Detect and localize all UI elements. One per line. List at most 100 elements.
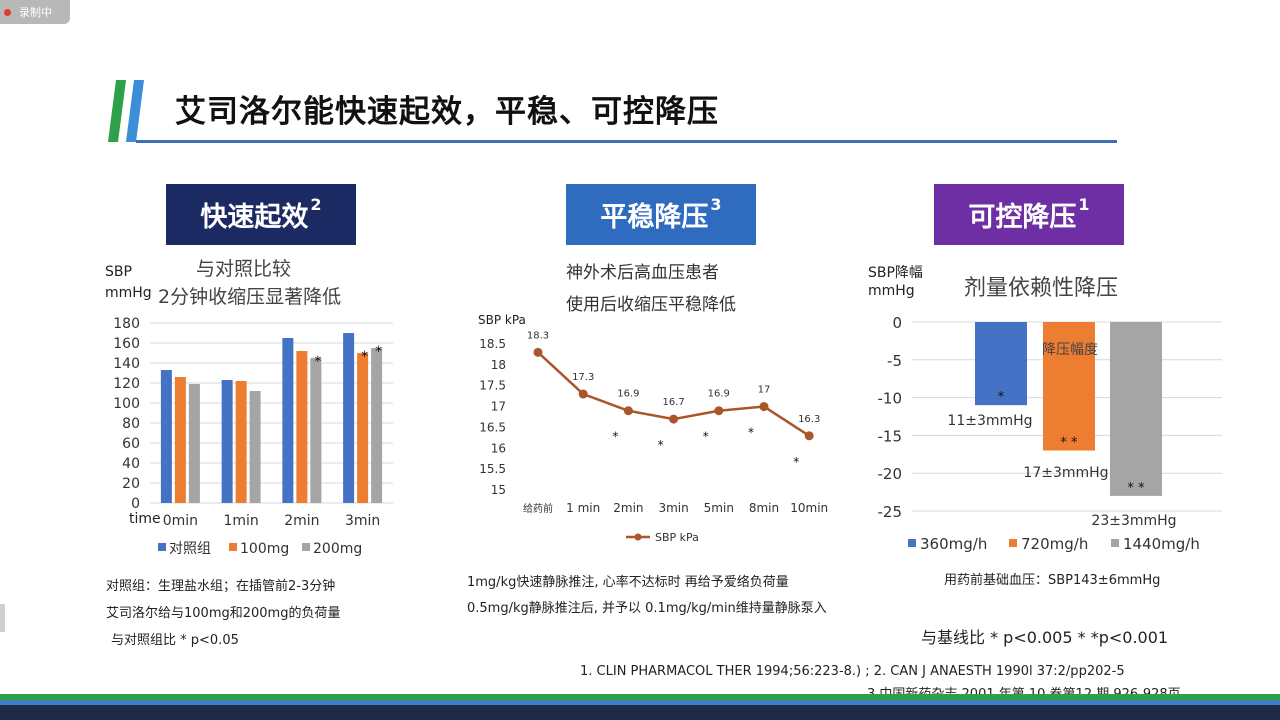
y-tick-label: -15: [878, 427, 903, 445]
y-tick-label: -20: [878, 465, 903, 483]
bar: [1043, 322, 1095, 451]
middle-ylabel: SBP kPa: [478, 313, 526, 327]
x-tick-label: 3min: [345, 513, 380, 529]
x-tick-label: 1 min: [566, 501, 600, 515]
legend-swatch: [302, 543, 310, 551]
bar: [357, 353, 369, 503]
legend-swatch: [229, 543, 237, 551]
y-tick-label: 16: [491, 441, 506, 455]
x-tick-label: 1min: [223, 513, 258, 529]
middle-note-2: 0.5mg/kg静脉推注后, 并予以 0.1mg/kg/min维持量静脉泵入: [467, 601, 827, 616]
y-tick-label: 17.5: [479, 379, 506, 393]
right-subtitle: 剂量依赖性降压: [964, 276, 1119, 301]
bar: [371, 348, 383, 503]
data-label: 16.9: [708, 389, 730, 400]
bar: [235, 381, 247, 503]
y-tick-label: 16.5: [479, 420, 506, 434]
y-tick-label: 180: [113, 316, 140, 332]
significance-marker: *: [703, 430, 709, 444]
footer-stripe-green: [0, 694, 1280, 700]
bar: [975, 322, 1027, 406]
section-ref-stable: 3: [710, 195, 722, 214]
significance-marker: *: [748, 426, 754, 440]
bar: [343, 333, 355, 503]
left-ylabel-2: mmHg: [105, 285, 152, 301]
bar: [160, 370, 172, 503]
data-point: [623, 406, 633, 416]
record-dot-icon: [4, 8, 11, 16]
y-tick-label: 160: [113, 336, 140, 352]
bar: [282, 338, 294, 503]
data-label: 17±3mmHg: [1023, 465, 1108, 481]
data-point: [578, 389, 588, 399]
section-badge-controllable: 可控降压 1: [934, 184, 1124, 245]
right-ylabel-1: SBP降幅: [868, 265, 923, 281]
y-tick-label: -5: [887, 352, 902, 370]
legend-label: 对照组: [169, 541, 211, 557]
y-tick-label: 15: [491, 483, 506, 497]
y-tick-label: 100: [113, 396, 140, 412]
section-label-controllable: 可控降压: [968, 202, 1077, 233]
y-tick-label: 120: [113, 376, 140, 392]
y-tick-label: 20: [122, 476, 140, 492]
left-note-2: 艾司洛尔给与100mg和200mg的负荷量: [106, 606, 341, 621]
x-tick-label: 3min: [658, 501, 688, 515]
significance-marker: * *: [1127, 481, 1145, 496]
y-tick-label: 15.5: [479, 462, 506, 476]
bar: [249, 391, 261, 503]
title-divider: [136, 140, 1117, 143]
recording-label: 录制中: [19, 6, 52, 19]
y-tick-label: 0: [131, 496, 140, 512]
middle-subtitle-1: 神外术后高血压患者: [566, 263, 719, 283]
bar: [221, 380, 233, 503]
legend-swatch: [1009, 539, 1017, 547]
y-tick-label: 18: [491, 358, 506, 372]
data-label: 16.7: [662, 397, 684, 408]
left-subtitle-2: 2分钟收缩压显著降低: [158, 286, 342, 308]
footer-stripe-blue: [0, 700, 1280, 705]
significance-marker: *: [375, 344, 382, 360]
side-handle[interactable]: [0, 604, 5, 632]
legend-label: SBP kPa: [655, 531, 699, 544]
data-label: 16.9: [617, 389, 639, 400]
data-point: [714, 406, 724, 416]
x-tick-label: 2min: [613, 501, 643, 515]
y-tick-label: 60: [122, 436, 140, 452]
significance-marker: * *: [1060, 436, 1078, 451]
y-tick-label: 18.5: [479, 337, 506, 351]
recording-badge: 录制中: [0, 0, 70, 24]
left-xaxis-prefix: time: [129, 511, 161, 527]
significance-note: 与基线比 * p<0.005 * *p<0.001: [921, 628, 1169, 647]
bar: [174, 377, 186, 503]
data-label: 23±3mmHg: [1091, 513, 1176, 529]
significance-marker: *: [658, 438, 664, 452]
left-ylabel-1: SBP: [105, 264, 132, 280]
y-tick-label: 40: [122, 456, 140, 472]
left-note-3: 与对照组比 * p<0.05: [111, 633, 239, 648]
left-subtitle-1: 与对照比较: [196, 258, 292, 280]
legend-marker: [634, 533, 642, 541]
significance-marker: *: [998, 390, 1005, 405]
bar: [310, 358, 322, 503]
reference-line-1: 1. CLIN PHARMACOL THER 1994;56:223-8.) ;…: [580, 664, 1125, 679]
y-tick-label: -25: [878, 503, 903, 521]
right-note: 用药前基础血压：SBP143±6mmHg: [944, 573, 1161, 588]
section-ref-controllable: 1: [1078, 195, 1090, 214]
bar-annotation: 降压幅度: [1042, 342, 1098, 358]
left-note-1: 对照组：生理盐水组；在插管前2-3分钟: [106, 579, 336, 594]
significance-marker: *: [314, 354, 321, 370]
data-point: [533, 347, 543, 357]
significance-marker: *: [793, 455, 799, 469]
legend-swatch: [1111, 539, 1119, 547]
bar: [188, 384, 200, 503]
significance-marker: *: [361, 349, 368, 365]
legend-label: 360mg/h: [920, 535, 987, 553]
data-label: 16.3: [798, 414, 820, 425]
middle-subtitle-2: 使用后收缩压平稳降低: [566, 295, 736, 315]
legend-label: 200mg: [313, 541, 362, 557]
section-label-fast-onset: 快速起效: [200, 202, 309, 233]
title-accent-icon: [108, 80, 144, 142]
x-tick-label: 给药前: [523, 502, 553, 515]
data-label: 18.3: [527, 330, 549, 341]
